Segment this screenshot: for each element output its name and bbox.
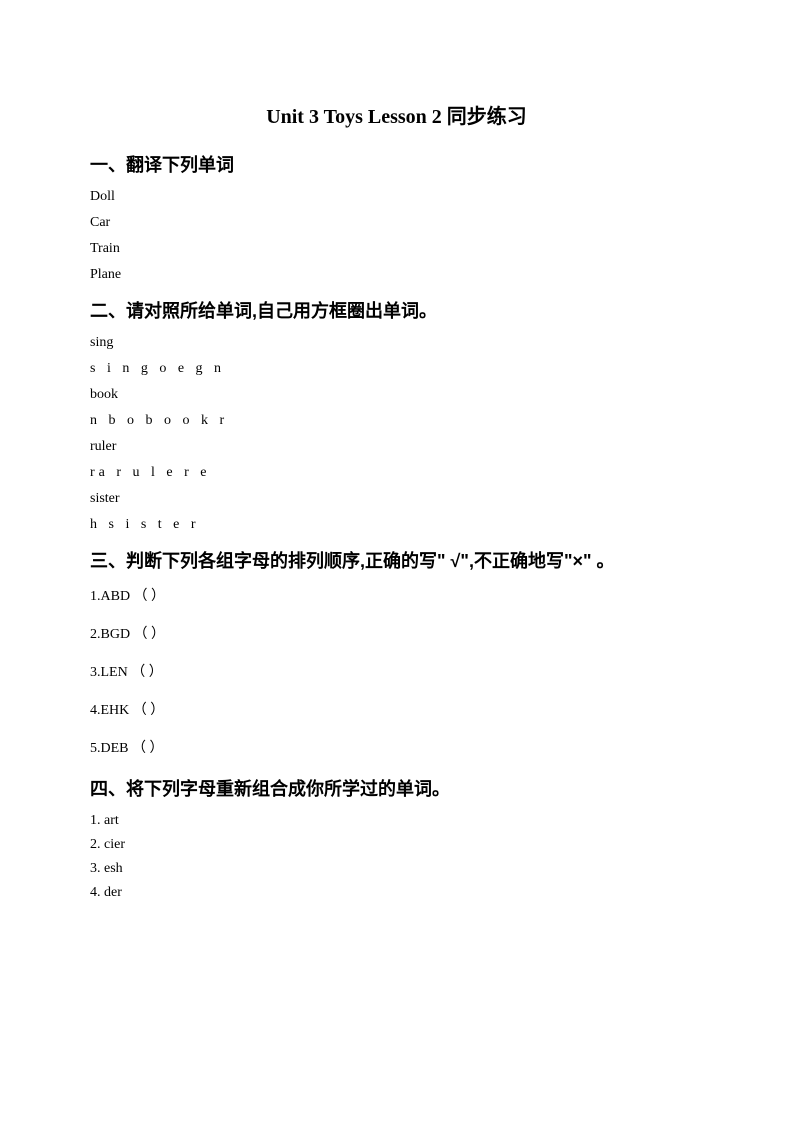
vocab-item: Train bbox=[90, 241, 703, 257]
worksheet-page: Unit 3 Toys Lesson 2 同步练习 一、翻译下列单词 Doll … bbox=[0, 0, 793, 969]
section-4-heading: 四、将下列字母重新组合成你所学过的单词。 bbox=[90, 775, 703, 801]
section-2-heading: 二、请对照所给单词,自己用方框圈出单词。 bbox=[90, 297, 703, 323]
letter-row: s i n g o e g n bbox=[90, 361, 703, 377]
target-word: sister bbox=[90, 491, 703, 507]
vocab-item: Plane bbox=[90, 267, 703, 283]
judge-item: 1.ABD （ ） bbox=[90, 585, 703, 605]
judge-item: 3.LEN （ ） bbox=[90, 661, 703, 681]
page-title: Unit 3 Toys Lesson 2 同步练习 bbox=[90, 100, 703, 129]
judge-item: 4.EHK （ ） bbox=[90, 699, 703, 719]
letter-row: h s i s t e r bbox=[90, 517, 703, 533]
section-1-heading: 一、翻译下列单词 bbox=[90, 151, 703, 177]
scramble-item: 2. cier bbox=[90, 837, 703, 853]
section-3-heading: 三、判断下列各组字母的排列顺序,正确的写" √",不正确地写"×" 。 bbox=[90, 547, 703, 573]
judge-item: 2.BGD （ ） bbox=[90, 623, 703, 643]
judge-item: 5.DEB （ ） bbox=[90, 737, 703, 757]
vocab-item: Car bbox=[90, 215, 703, 231]
scramble-item: 3. esh bbox=[90, 861, 703, 877]
vocab-item: Doll bbox=[90, 189, 703, 205]
letter-row: n b o b o o k r bbox=[90, 413, 703, 429]
target-word: sing bbox=[90, 335, 703, 351]
scramble-item: 4. der bbox=[90, 885, 703, 901]
target-word: ruler bbox=[90, 439, 703, 455]
letter-row: ra r u l e r e bbox=[90, 465, 703, 481]
target-word: book bbox=[90, 387, 703, 403]
scramble-item: 1. art bbox=[90, 813, 703, 829]
